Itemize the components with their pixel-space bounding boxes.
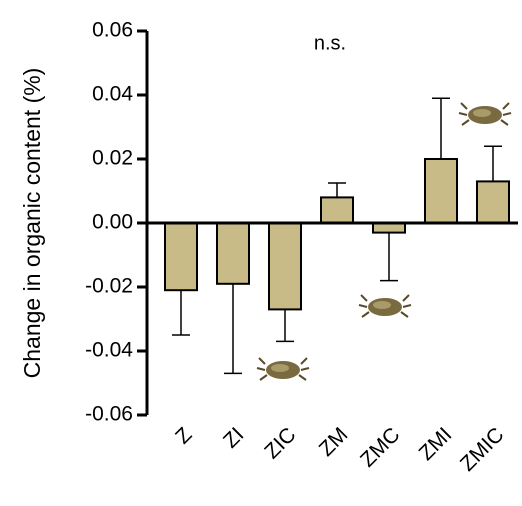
x-tick-label: ZMC xyxy=(356,423,404,471)
bar xyxy=(164,222,198,292)
crab-icon xyxy=(358,294,412,318)
x-tick-label: ZI xyxy=(219,423,248,452)
y-tick-label: -0.04 xyxy=(85,339,133,362)
y-tick-label: 0.00 xyxy=(92,211,133,234)
crab-icon xyxy=(256,357,310,381)
y-tick-label: 0.04 xyxy=(92,83,133,106)
x-tick-label: ZIC xyxy=(260,423,300,463)
crab-icon xyxy=(458,102,512,126)
bar xyxy=(424,158,458,224)
bar xyxy=(320,196,354,224)
y-tick-label: 0.02 xyxy=(92,147,133,170)
x-tick-label: ZMIC xyxy=(456,423,509,476)
y-tick-label: 0.06 xyxy=(92,19,133,42)
x-tick-label: ZMI xyxy=(415,423,457,465)
annotation: n.s. xyxy=(314,32,346,54)
bar xyxy=(268,222,302,311)
x-tick-label: Z xyxy=(171,423,196,448)
y-tick-label: -0.02 xyxy=(85,275,133,298)
y-axis-label: Change in organic content (%) xyxy=(19,68,45,379)
bar xyxy=(476,180,510,224)
x-tick-label: ZM xyxy=(315,423,353,461)
y-tick-label: -0.06 xyxy=(85,403,133,426)
bar xyxy=(216,222,250,285)
